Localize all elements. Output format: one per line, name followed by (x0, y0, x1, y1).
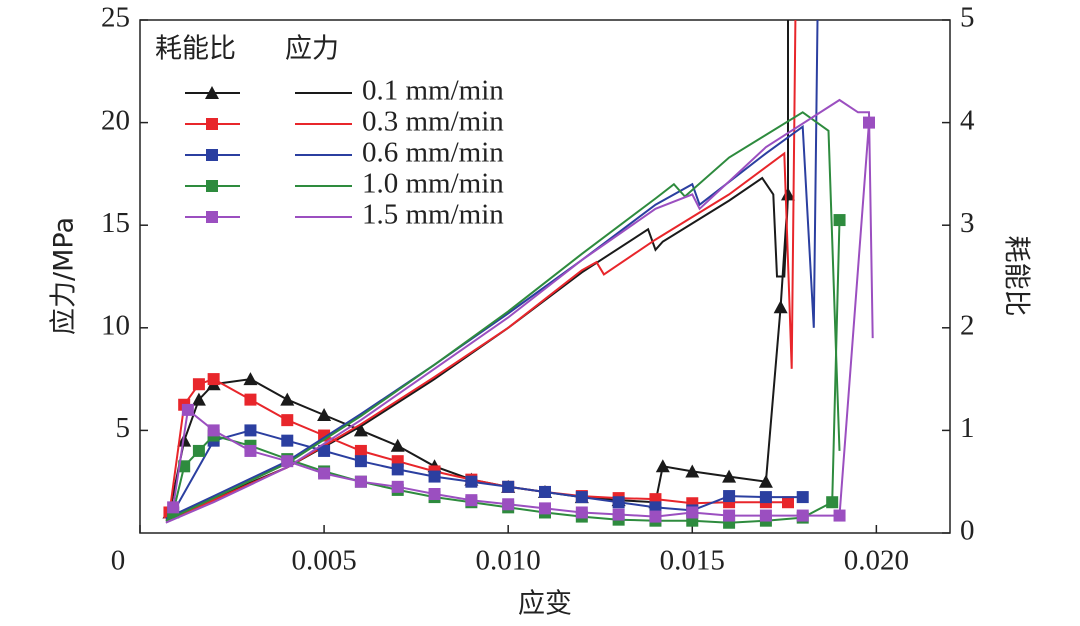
legend-label: 0.3 mm/min (362, 106, 504, 138)
legend-label: 1.5 mm/min (362, 199, 504, 231)
ratio-marker (244, 444, 257, 457)
ratio-marker (281, 455, 294, 468)
plot-area (162, 20, 875, 529)
legend-label: 0.1 mm/min (362, 75, 504, 107)
y2-tick-label: 2 (960, 309, 975, 341)
x-tick-label: 0.015 (660, 545, 725, 577)
ratio-marker (782, 496, 794, 509)
x-tick-label: 0 (111, 545, 126, 577)
ratio-marker (759, 491, 772, 504)
y-tick-label: 15 (101, 207, 130, 239)
ratio-marker (428, 488, 441, 501)
y-tick-label: 10 (101, 309, 130, 341)
ratio-marker (612, 508, 625, 521)
legend-label: 0.6 mm/min (362, 137, 504, 169)
y2-axis-label: 耗能比 (1001, 236, 1032, 317)
ratio-marker (281, 434, 294, 447)
legend-label: 1.0 mm/min (362, 168, 504, 200)
ratio-marker (723, 490, 736, 503)
ratio-marker (773, 300, 788, 314)
y-tick-label: 20 (101, 104, 130, 136)
ratio-marker (722, 469, 737, 483)
legend-marker (206, 180, 218, 192)
ratio-marker (167, 501, 180, 514)
stress-line (165, 111, 841, 522)
stress-line (165, 20, 819, 520)
ratio-marker (655, 459, 670, 473)
y2-tick-label: 5 (960, 2, 975, 34)
ratio-marker (833, 509, 846, 522)
ratio-marker (863, 116, 875, 129)
ratio-marker (796, 491, 809, 504)
ratio-marker (390, 438, 405, 452)
ratio-marker (318, 467, 331, 480)
legend-marker (206, 211, 218, 223)
ratio-marker (192, 444, 205, 457)
ratio-marker (428, 470, 441, 483)
ratio-marker (502, 498, 515, 511)
stress-line (165, 98, 874, 524)
legend-marker (206, 118, 218, 130)
ratio-line (168, 194, 789, 513)
ratio-marker (575, 506, 588, 519)
ratio-marker (465, 494, 478, 507)
ratio-marker (244, 393, 257, 406)
ratio-line (168, 378, 788, 513)
ratio-marker (781, 187, 795, 201)
ratio-marker (758, 474, 773, 488)
plot-frame (139, 19, 951, 534)
ratio-marker (243, 372, 258, 386)
y2-tick-label: 3 (960, 207, 975, 239)
ratio-marker (826, 496, 839, 509)
ratio-marker (833, 214, 846, 227)
x-tick-label: 0.010 (476, 545, 541, 577)
ratio-marker (465, 475, 478, 488)
legend-marker (206, 149, 218, 161)
ratio-marker (649, 510, 662, 523)
ratio-marker (207, 373, 220, 386)
ratio-line (172, 429, 803, 513)
y-tick-label: 5 (116, 412, 131, 444)
legend-marker (205, 86, 219, 99)
legend-header: 应力 (285, 34, 339, 65)
ratio-marker (354, 444, 367, 457)
ratio-marker (796, 509, 809, 522)
ratio-marker (685, 464, 700, 478)
x-tick-label: 0.020 (844, 545, 909, 577)
ratio-marker (391, 480, 404, 493)
x-axis-label: 应变 (518, 589, 572, 620)
y-axis-label: 应力/MPa (49, 217, 80, 335)
ratio-marker (354, 475, 367, 488)
ratio-marker (649, 501, 662, 514)
ratio-marker (178, 460, 191, 473)
ratio-marker (686, 506, 699, 519)
y2-tick-label: 1 (960, 412, 975, 444)
ratio-marker (354, 455, 367, 468)
ratio-marker (281, 414, 294, 427)
ratio-marker (191, 392, 206, 406)
ratio-marker (575, 491, 588, 504)
y-tick-label: 25 (101, 2, 130, 34)
legend-header: 耗能比 (155, 34, 236, 65)
ratio-marker (207, 424, 220, 437)
ratio-marker (280, 392, 295, 406)
ratio-marker (391, 463, 404, 476)
ratio-marker (539, 485, 551, 498)
ratio-marker (192, 378, 205, 391)
ratio-marker (723, 509, 736, 522)
ratio-marker (539, 502, 551, 515)
ratio-marker (317, 408, 332, 422)
y2-tick-label: 0 (960, 515, 975, 547)
ratio-marker (244, 424, 257, 437)
y2-tick-label: 4 (960, 104, 975, 136)
ratio-marker (318, 444, 331, 457)
ratio-marker (759, 509, 772, 522)
ratio-marker (181, 403, 194, 416)
x-tick-label: 0.005 (291, 545, 356, 577)
ratio-marker (502, 480, 515, 493)
ratio-marker (353, 423, 368, 437)
ratio-marker (612, 496, 625, 509)
